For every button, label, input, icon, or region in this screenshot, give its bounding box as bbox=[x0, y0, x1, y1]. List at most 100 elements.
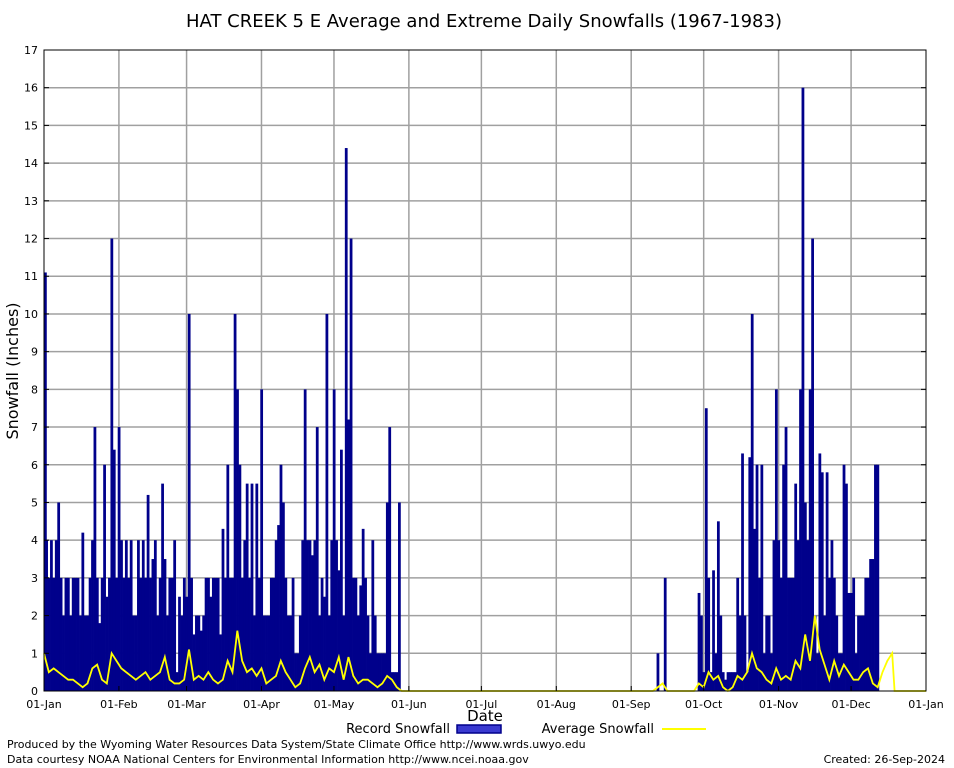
record-snowfall-bar bbox=[775, 389, 778, 691]
record-snowfall-bar bbox=[860, 616, 863, 691]
record-snowfall-bar bbox=[147, 495, 150, 691]
record-snowfall-bar bbox=[55, 540, 58, 691]
y-tick-label: 7 bbox=[31, 421, 38, 434]
record-snowfall-bar bbox=[260, 389, 263, 691]
record-snowfall-bar bbox=[110, 239, 113, 691]
record-snowfall-bar bbox=[222, 529, 225, 691]
y-tick-label: 16 bbox=[24, 82, 38, 95]
record-snowfall-bar bbox=[777, 540, 780, 691]
record-snowfall-bar bbox=[816, 653, 819, 691]
record-snowfall-bar bbox=[782, 465, 785, 691]
record-snowfall-bar bbox=[700, 616, 703, 691]
record-snowfall-bar bbox=[212, 578, 215, 691]
record-snowfall-bar bbox=[826, 472, 829, 691]
record-snowfall-bar bbox=[799, 389, 802, 691]
record-snowfall-bar bbox=[149, 578, 152, 691]
x-tick-label: 01-Aug bbox=[537, 698, 576, 711]
y-tick-label: 4 bbox=[31, 534, 38, 547]
y-tick-label: 8 bbox=[31, 383, 38, 396]
record-snowfall-bar bbox=[333, 389, 336, 691]
record-snowfall-bar bbox=[874, 465, 877, 691]
record-snowfall-bar bbox=[200, 631, 203, 691]
record-snowfall-bar bbox=[847, 593, 850, 691]
record-snowfall-bar bbox=[852, 578, 855, 691]
record-snowfall-bar bbox=[717, 521, 720, 691]
record-snowfall-bar bbox=[371, 540, 374, 691]
y-tick-label: 1 bbox=[31, 647, 38, 660]
record-snowfall-bar bbox=[130, 540, 133, 691]
record-snowfall-bar bbox=[226, 465, 229, 691]
record-snowfall-bar bbox=[744, 616, 747, 691]
y-tick-label: 0 bbox=[31, 685, 38, 698]
record-snowfall-bar bbox=[770, 653, 773, 691]
record-snowfall-bar bbox=[862, 616, 865, 691]
record-snowfall-bar bbox=[823, 616, 826, 691]
record-snowfall-bar bbox=[756, 465, 759, 691]
x-tick-label: 01-Mar bbox=[167, 698, 206, 711]
record-snowfall-bar bbox=[272, 578, 275, 691]
record-snowfall-bar bbox=[705, 408, 708, 691]
record-snowfall-bar bbox=[758, 578, 761, 691]
record-snowfall-bar bbox=[79, 616, 82, 691]
record-snowfall-bar bbox=[197, 616, 200, 691]
record-snowfall-bar bbox=[164, 559, 167, 691]
record-snowfall-bar bbox=[84, 616, 87, 691]
record-snowfall-bar bbox=[241, 578, 244, 691]
record-snowfall-bar bbox=[364, 578, 367, 691]
record-snowfall-bar bbox=[359, 585, 362, 691]
record-snowfall-bar bbox=[384, 653, 387, 691]
record-snowfall-bar bbox=[81, 533, 84, 691]
record-snowfall-bar bbox=[768, 616, 771, 691]
record-snowfall-bar bbox=[736, 578, 739, 691]
record-snowfall-bar bbox=[350, 239, 353, 691]
record-snowfall-bar bbox=[173, 540, 176, 691]
x-tick-label: 01-Feb bbox=[100, 698, 137, 711]
record-snowfall-bar bbox=[780, 578, 783, 691]
legend-record-label: Record Snowfall bbox=[346, 722, 450, 737]
record-snowfall-bar bbox=[864, 578, 867, 691]
record-snowfall-bar bbox=[355, 578, 358, 691]
record-snowfall-bar bbox=[845, 484, 848, 691]
record-snowfall-bar bbox=[773, 540, 776, 691]
chart-title: HAT CREEK 5 E Average and Extreme Daily … bbox=[186, 11, 782, 32]
record-snowfall-bar bbox=[806, 540, 809, 691]
y-tick-label: 3 bbox=[31, 572, 38, 585]
record-snowfall-bar bbox=[171, 578, 174, 691]
x-tick-label: 01-Apr bbox=[243, 698, 280, 711]
record-snowfall-bar bbox=[727, 672, 730, 691]
record-snowfall-bar bbox=[785, 427, 788, 691]
record-snowfall-bar bbox=[833, 578, 836, 691]
record-snowfall-bar bbox=[712, 570, 715, 691]
record-snowfall-bar bbox=[98, 623, 101, 691]
record-snowfall-bar bbox=[176, 672, 179, 691]
record-snowfall-bar bbox=[326, 314, 329, 691]
x-tick-label: 01-Sep bbox=[612, 698, 651, 711]
record-snowfall-bar bbox=[876, 465, 879, 691]
record-snowfall-bar bbox=[301, 540, 304, 691]
record-snowfall-bar bbox=[142, 540, 145, 691]
record-snowfall-bar bbox=[340, 450, 343, 691]
record-snowfall-bar bbox=[374, 616, 377, 691]
record-snowfall-bar bbox=[214, 578, 217, 691]
y-axis-label: Snowfall (Inches) bbox=[3, 302, 22, 439]
credit-line-1: Produced by the Wyoming Water Resources … bbox=[7, 738, 586, 751]
y-tick-label: 15 bbox=[24, 119, 38, 132]
y-tick-label: 6 bbox=[31, 459, 38, 472]
record-snowfall-bar bbox=[855, 653, 858, 691]
record-snowfall-bar bbox=[835, 616, 838, 691]
record-snowfall-bar bbox=[664, 578, 667, 691]
record-snowfall-bar bbox=[193, 634, 196, 691]
created-date: Created: 26-Sep-2024 bbox=[824, 753, 945, 766]
record-snowfall-bar bbox=[362, 529, 365, 691]
record-snowfall-bar bbox=[229, 578, 232, 691]
record-snowfall-bar bbox=[347, 420, 350, 691]
record-snowfall-bar bbox=[751, 314, 754, 691]
record-snowfall-bar bbox=[236, 389, 239, 691]
record-snowfall-bar bbox=[787, 578, 790, 691]
record-snowfall-bar bbox=[388, 427, 391, 691]
credit-line-2: Data courtesy NOAA National Centers for … bbox=[7, 753, 529, 766]
record-snowfall-bar bbox=[760, 465, 763, 691]
record-snowfall-bar bbox=[741, 453, 744, 691]
y-tick-label: 9 bbox=[31, 346, 38, 359]
record-snowfall-bar bbox=[188, 314, 191, 691]
